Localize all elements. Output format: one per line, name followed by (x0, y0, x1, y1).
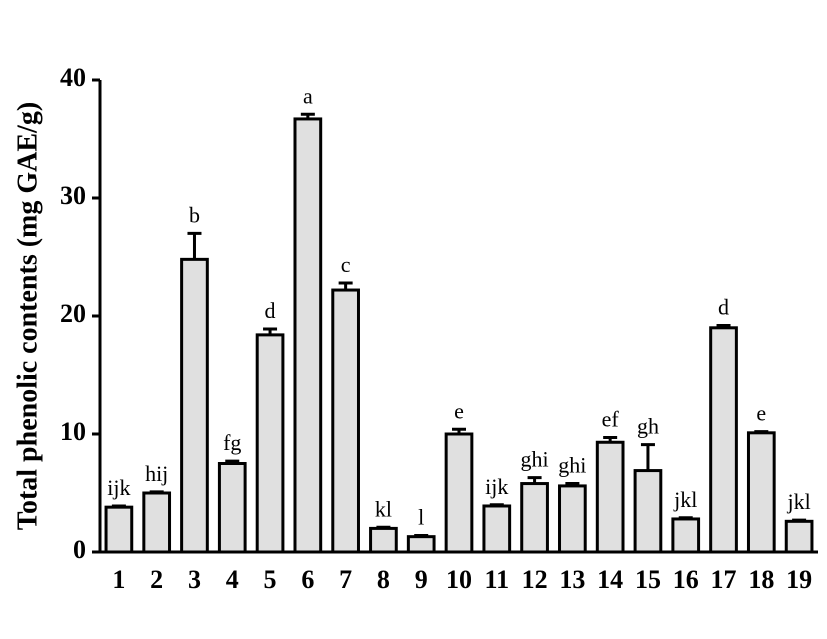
x-tick-label: 13 (559, 565, 585, 594)
error-bar (792, 518, 807, 522)
error-bar (414, 533, 429, 537)
x-tick-label: 18 (748, 565, 774, 594)
error-bar (678, 516, 693, 520)
y-tick-label: 0 (73, 535, 86, 564)
annotation: ijk (485, 474, 508, 499)
error-bar (300, 112, 315, 119)
annotation: hij (145, 461, 168, 486)
error-bar (338, 281, 353, 291)
annotation: jkl (786, 489, 810, 514)
error-bar (754, 430, 769, 434)
bar (142, 491, 172, 554)
bar (746, 431, 776, 554)
bar (671, 517, 701, 554)
bar (293, 117, 323, 554)
bar (255, 333, 285, 554)
annotation: ghi (521, 447, 549, 472)
x-tick-label: 8 (377, 565, 390, 594)
annotation: c (341, 252, 351, 277)
annotation: ghi (558, 453, 586, 478)
x-tick-label: 14 (597, 565, 623, 594)
x-tick-label: 1 (112, 565, 125, 594)
error-bar (187, 231, 202, 260)
x-tick-label: 2 (150, 565, 163, 594)
x-tick-label: 15 (635, 565, 661, 594)
error-bar (225, 459, 240, 464)
error-bar (640, 443, 655, 471)
error-bar (527, 476, 542, 484)
x-tick-label: 3 (188, 565, 201, 594)
error-bar (376, 525, 391, 529)
bar (595, 440, 625, 554)
annotation: jkl (673, 487, 697, 512)
bar (217, 462, 247, 554)
y-tick-label: 40 (60, 63, 86, 92)
error-bar (603, 436, 618, 443)
axes (98, 80, 818, 554)
annotation: e (454, 398, 464, 423)
bar (406, 535, 436, 554)
x-tick-label: 16 (673, 565, 699, 594)
x-tick-label: 17 (711, 565, 737, 594)
bar (784, 519, 814, 554)
error-bar (263, 327, 278, 335)
error-bar (565, 482, 580, 486)
error-bar (149, 490, 164, 494)
x-tick-label: 4 (226, 565, 239, 594)
error-bar (716, 323, 731, 328)
x-tick-label: 7 (339, 565, 352, 594)
bar (520, 482, 549, 554)
annotation: d (718, 294, 729, 319)
error-bar (452, 427, 466, 434)
y-axis-label: Total phenolic contents (mg GAE/g) (12, 102, 43, 530)
bar (369, 526, 398, 554)
x-tick-label: 19 (786, 565, 812, 594)
y-tick-label: 30 (60, 181, 86, 210)
annotation: b (189, 202, 200, 227)
x-tick-label: 11 (485, 565, 510, 594)
annotation: d (265, 298, 276, 323)
annotation: ef (602, 407, 620, 432)
bar (558, 484, 587, 554)
x-tick-label: 9 (415, 565, 428, 594)
bar (444, 432, 474, 554)
x-tick-label: 10 (446, 565, 472, 594)
x-tick-label: 6 (301, 565, 314, 594)
annotation: a (303, 83, 313, 108)
annotation: l (418, 505, 424, 530)
bar (331, 288, 360, 554)
bar (180, 257, 209, 554)
y-tick-label: 20 (60, 299, 86, 328)
bar (709, 326, 738, 554)
x-tick-label: 12 (522, 565, 548, 594)
annotation: ijk (107, 475, 130, 500)
annotation: gh (637, 414, 659, 439)
y-tick-label: 10 (60, 417, 86, 446)
annotation: fg (223, 430, 241, 455)
error-bar (111, 504, 126, 508)
bar (482, 504, 512, 554)
bar (104, 505, 134, 554)
annotation: kl (375, 496, 392, 521)
bar (633, 469, 663, 554)
error-bar (489, 503, 504, 507)
annotation: e (756, 401, 766, 426)
x-tick-label: 5 (264, 565, 277, 594)
